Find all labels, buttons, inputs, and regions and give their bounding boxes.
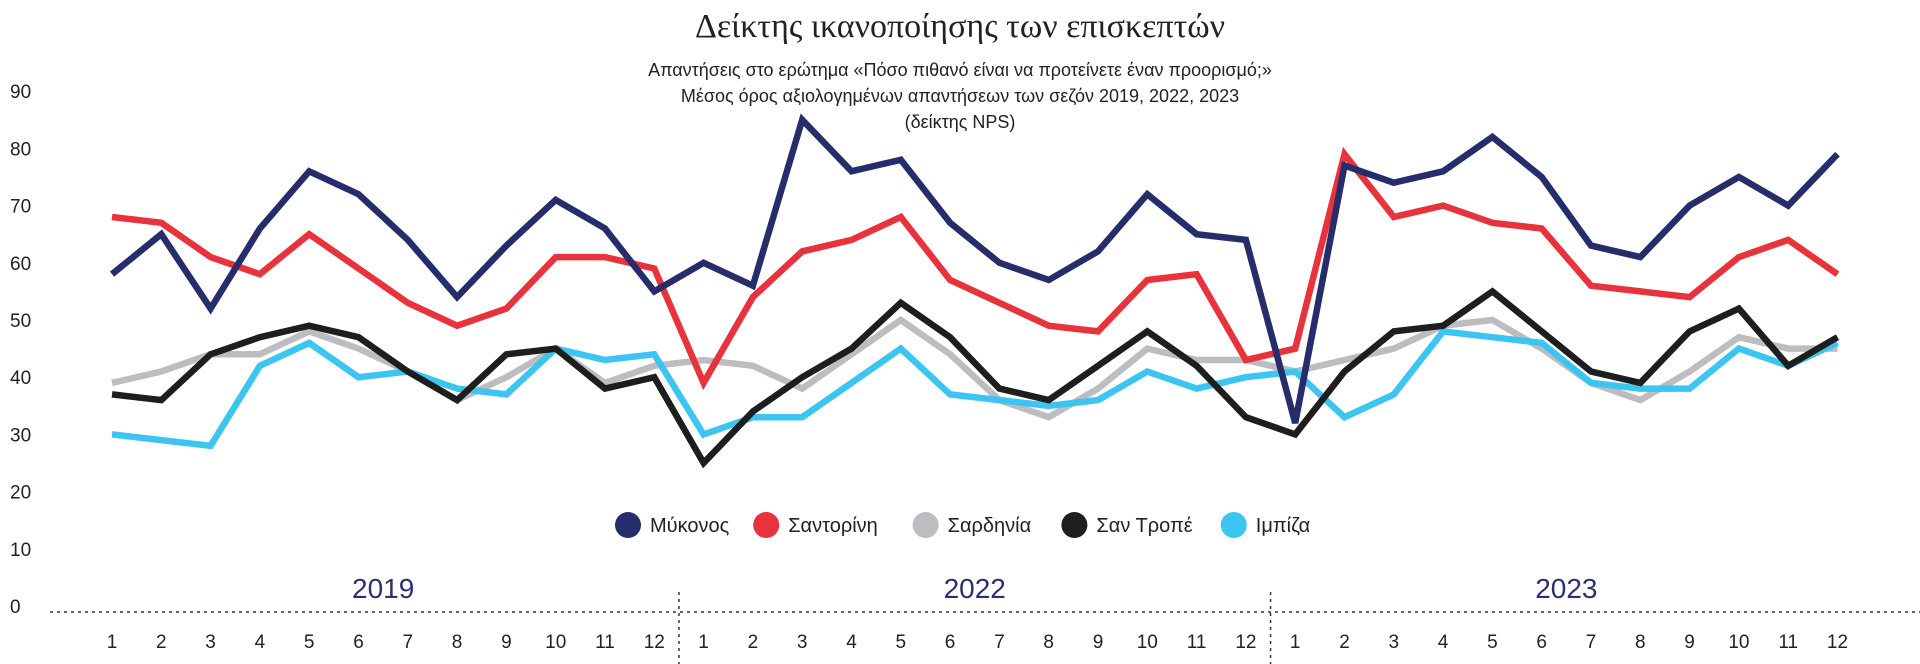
x-tick-label: 9	[1684, 632, 1695, 653]
series-line	[111, 327, 1839, 450]
x-tick-label: 9	[1093, 632, 1104, 653]
subtitle-line-2: Μέσος όρος αξιολογημένων απαντήσεων των …	[680, 86, 1240, 106]
x-tick-label: 6	[353, 632, 364, 653]
x-tick-label: 1	[1290, 632, 1301, 653]
series-line	[111, 316, 1838, 421]
y-tick-label: 50	[10, 311, 31, 332]
x-tick-label: 2	[156, 632, 167, 653]
x-tick-label: 7	[403, 632, 414, 653]
x-tick-label: 4	[1438, 632, 1449, 653]
y-tick-label: 10	[10, 540, 31, 561]
x-tick-label: 11	[1778, 632, 1798, 653]
series-lines	[109, 113, 1840, 469]
x-tick-label: 11	[1187, 632, 1207, 653]
y-tick-label: 80	[10, 139, 31, 160]
x-tick-label: 3	[797, 632, 808, 653]
x-tick-label: 1	[107, 632, 118, 653]
x-tick-label: 12	[1827, 632, 1848, 653]
y-tick-label: 30	[10, 425, 31, 446]
x-tick-label: 3	[205, 632, 216, 653]
x-tick-label: 7	[1586, 632, 1597, 653]
y-tick-label: 60	[10, 254, 31, 275]
year-dividers	[50, 592, 1920, 664]
legend-label: Σαρδηνία	[948, 515, 1032, 537]
legend-label: Σαντορίνη	[788, 515, 878, 537]
legend-marker	[615, 512, 641, 538]
x-tick-label: 8	[452, 632, 463, 653]
x-tick-label: 6	[945, 632, 956, 653]
legend-label: Ιμπίζα	[1256, 515, 1310, 537]
x-tick-label: 10	[1137, 632, 1158, 653]
y-tick-label: 70	[10, 197, 31, 218]
y-axis: 0 10 20 30 40 50 60 70 80 90	[10, 82, 31, 618]
x-tick-label: 1	[698, 632, 709, 653]
legend-marker	[753, 512, 780, 538]
x-tick-label: 4	[846, 632, 857, 653]
year-label: 2023	[1535, 573, 1597, 604]
x-tick-label: 2	[748, 632, 759, 653]
x-tick-label: 2	[1339, 632, 1350, 653]
x-tick-label: 10	[545, 632, 566, 653]
x-tick-label: 5	[896, 632, 907, 653]
x-tick-label: 10	[1728, 632, 1749, 653]
x-tick-label: 12	[1235, 632, 1256, 653]
y-tick-label: 20	[10, 483, 31, 504]
x-tick-label: 12	[644, 632, 665, 653]
y-tick-label: 0	[10, 597, 21, 618]
legend: Μύκονος Σαντορίνη Σαρδηνία Σαν Τροπέ Ιμπίζα	[615, 512, 1310, 538]
series-line	[111, 146, 1840, 391]
x-tick-label: 3	[1389, 632, 1400, 653]
subtitle-line-3: (δείκτης NPS)	[904, 112, 1016, 132]
year-label: 2019	[352, 573, 414, 604]
legend-marker	[1061, 512, 1088, 538]
year-label: 2022	[944, 573, 1006, 604]
y-tick-label: 90	[10, 82, 31, 103]
chart-title: Δείκτης ικανοποίησης των επισκεπτών	[695, 8, 1225, 45]
x-tick-label: 11	[595, 632, 615, 653]
x-tick-label: 8	[1635, 632, 1646, 653]
legend-marker	[1220, 512, 1247, 538]
x-tick-label: 6	[1536, 632, 1547, 653]
x-tick-label: 7	[994, 632, 1005, 653]
legend-marker	[912, 512, 939, 538]
series-line	[111, 287, 1840, 469]
x-tick-label: 4	[255, 632, 266, 653]
legend-label: Σαν Τροπέ	[1096, 515, 1192, 537]
x-tick-label: 5	[1487, 632, 1498, 653]
x-tick-label: 8	[1043, 632, 1054, 653]
series-line	[109, 113, 1840, 424]
x-tick-label: 5	[304, 632, 315, 653]
legend-label: Μύκονος	[650, 515, 730, 537]
y-tick-label: 40	[10, 368, 31, 389]
x-tick-label: 9	[501, 632, 512, 653]
subtitle-line-1: Απαντήσεις στο ερώτημα «Πόσο πιθανό είνα…	[648, 60, 1272, 80]
